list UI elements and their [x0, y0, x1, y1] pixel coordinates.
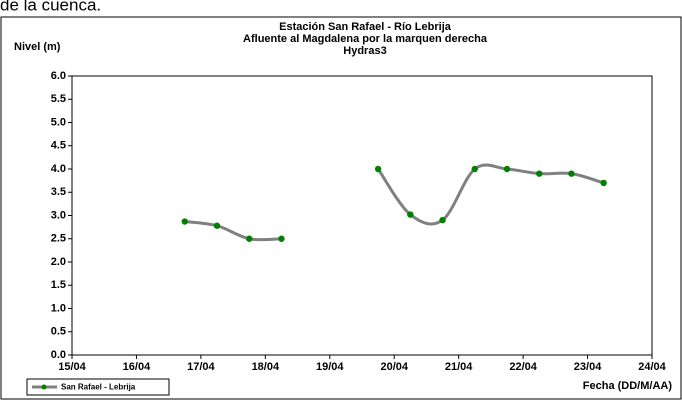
data-point: [374, 165, 382, 173]
x-tick-label: 19/04: [316, 361, 344, 373]
data-point: [536, 170, 543, 177]
data-point: [407, 211, 414, 218]
data-point: [278, 235, 285, 242]
y-tick-label: 3.5: [51, 186, 66, 198]
page-text: de la cuenca.: [0, 0, 101, 14]
y-tick-label: 2.5: [51, 233, 66, 245]
y-tick-label: 0.5: [51, 326, 66, 338]
y-tick-label: 5.0: [51, 116, 66, 128]
data-point: [181, 218, 188, 225]
chart-title: Estación San Rafael - Río Lebrija: [279, 21, 452, 33]
y-tick-label: 6.0: [51, 70, 66, 82]
y-tick-label: 5.5: [51, 93, 66, 105]
x-tick-label: 18/04: [252, 361, 280, 373]
y-tick-label: 4.0: [51, 163, 66, 175]
x-tick-label: 22/04: [509, 361, 537, 373]
legend-marker: [41, 384, 47, 390]
legend-box: [26, 378, 170, 396]
data-point: [471, 165, 478, 173]
chart-subtitle: Hydras3: [343, 45, 386, 57]
x-tick-label: 15/04: [58, 361, 86, 373]
data-point: [503, 165, 511, 173]
x-tick-label: 21/04: [445, 361, 473, 373]
y-axis-label: Nivel (m): [14, 41, 61, 53]
y-tick-label: 4.5: [51, 140, 66, 152]
series-line: [184, 220, 282, 242]
data-point: [246, 235, 253, 242]
x-axis-label: Fecha (DD/M/AA): [583, 380, 673, 392]
y-tick-label: 1.0: [51, 302, 66, 314]
x-tick-label: 20/04: [380, 361, 408, 373]
data-point: [439, 216, 446, 224]
data-point: [600, 179, 607, 187]
data-point: [568, 170, 575, 177]
y-tick-label: 3.0: [51, 209, 66, 221]
y-tick-label: 2.0: [51, 256, 66, 268]
y-tick-label: 1.5: [51, 279, 66, 291]
x-tick-label: 24/04: [638, 361, 666, 373]
legend-label: San Rafael - Lebrija: [61, 383, 136, 392]
chart-subtitle: Afluente al Magdalena por la marquen der…: [243, 33, 488, 45]
x-tick-label: 23/04: [574, 361, 602, 373]
chart-frame: [0, 16, 682, 400]
x-tick-label: 16/04: [123, 361, 151, 373]
data-point: [213, 222, 221, 229]
y-tick-label: 0.0: [51, 349, 66, 361]
x-tick-label: 17/04: [187, 361, 215, 373]
